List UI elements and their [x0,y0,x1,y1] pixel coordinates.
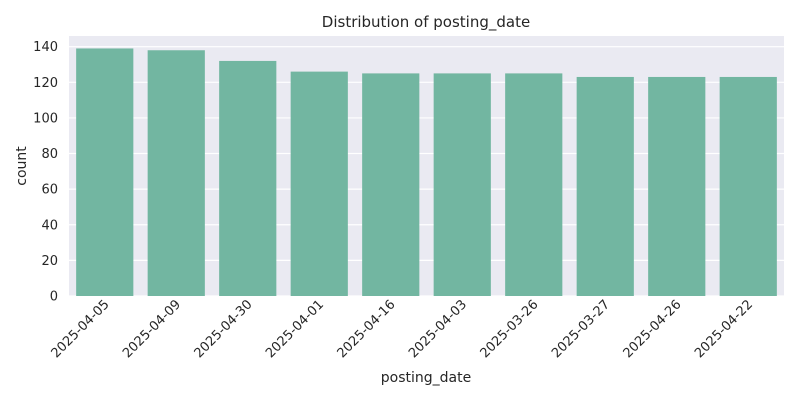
y-tick-label: 60 [41,183,58,198]
y-tick-label: 120 [33,76,58,91]
y-tick-label: 40 [41,218,58,233]
x-tick-label: 2025-04-03 [406,297,470,361]
bar [147,50,205,296]
bar [719,76,777,297]
x-tick-label: 2025-03-27 [549,297,613,361]
bar [362,73,420,296]
x-tick-label: 2025-04-26 [621,297,685,361]
y-axis-ticks: 0 20 40 60 80 100 120 140 [33,40,58,304]
x-tick-label: 2025-04-16 [335,297,399,361]
bar [76,48,134,296]
x-tick-label: 2025-04-05 [49,297,113,361]
y-tick-label: 0 [50,290,58,305]
bar [648,76,706,297]
bar [505,73,563,296]
x-tick-label: 2025-04-22 [692,297,756,361]
y-tick-label: 100 [33,111,58,126]
x-tick-label: 2025-04-09 [120,297,184,361]
y-tick-label: 80 [41,147,58,162]
bar [433,73,491,296]
x-axis-label: posting_date [381,370,471,386]
chart-title: Distribution of posting_date [322,13,530,32]
x-tick-label: 2025-04-01 [263,297,327,361]
x-tick-label: 2025-04-30 [192,297,256,361]
y-tick-label: 140 [33,40,58,55]
bar [290,71,348,296]
bar [576,76,634,297]
x-axis-ticks: 2025-04-05 2025-04-09 2025-04-30 2025-04-01… [49,297,757,361]
bar [219,60,277,297]
bars [76,48,777,297]
y-tick-label: 20 [41,254,58,269]
x-tick-label: 2025-03-26 [478,297,542,361]
y-axis-label: count [14,146,30,186]
